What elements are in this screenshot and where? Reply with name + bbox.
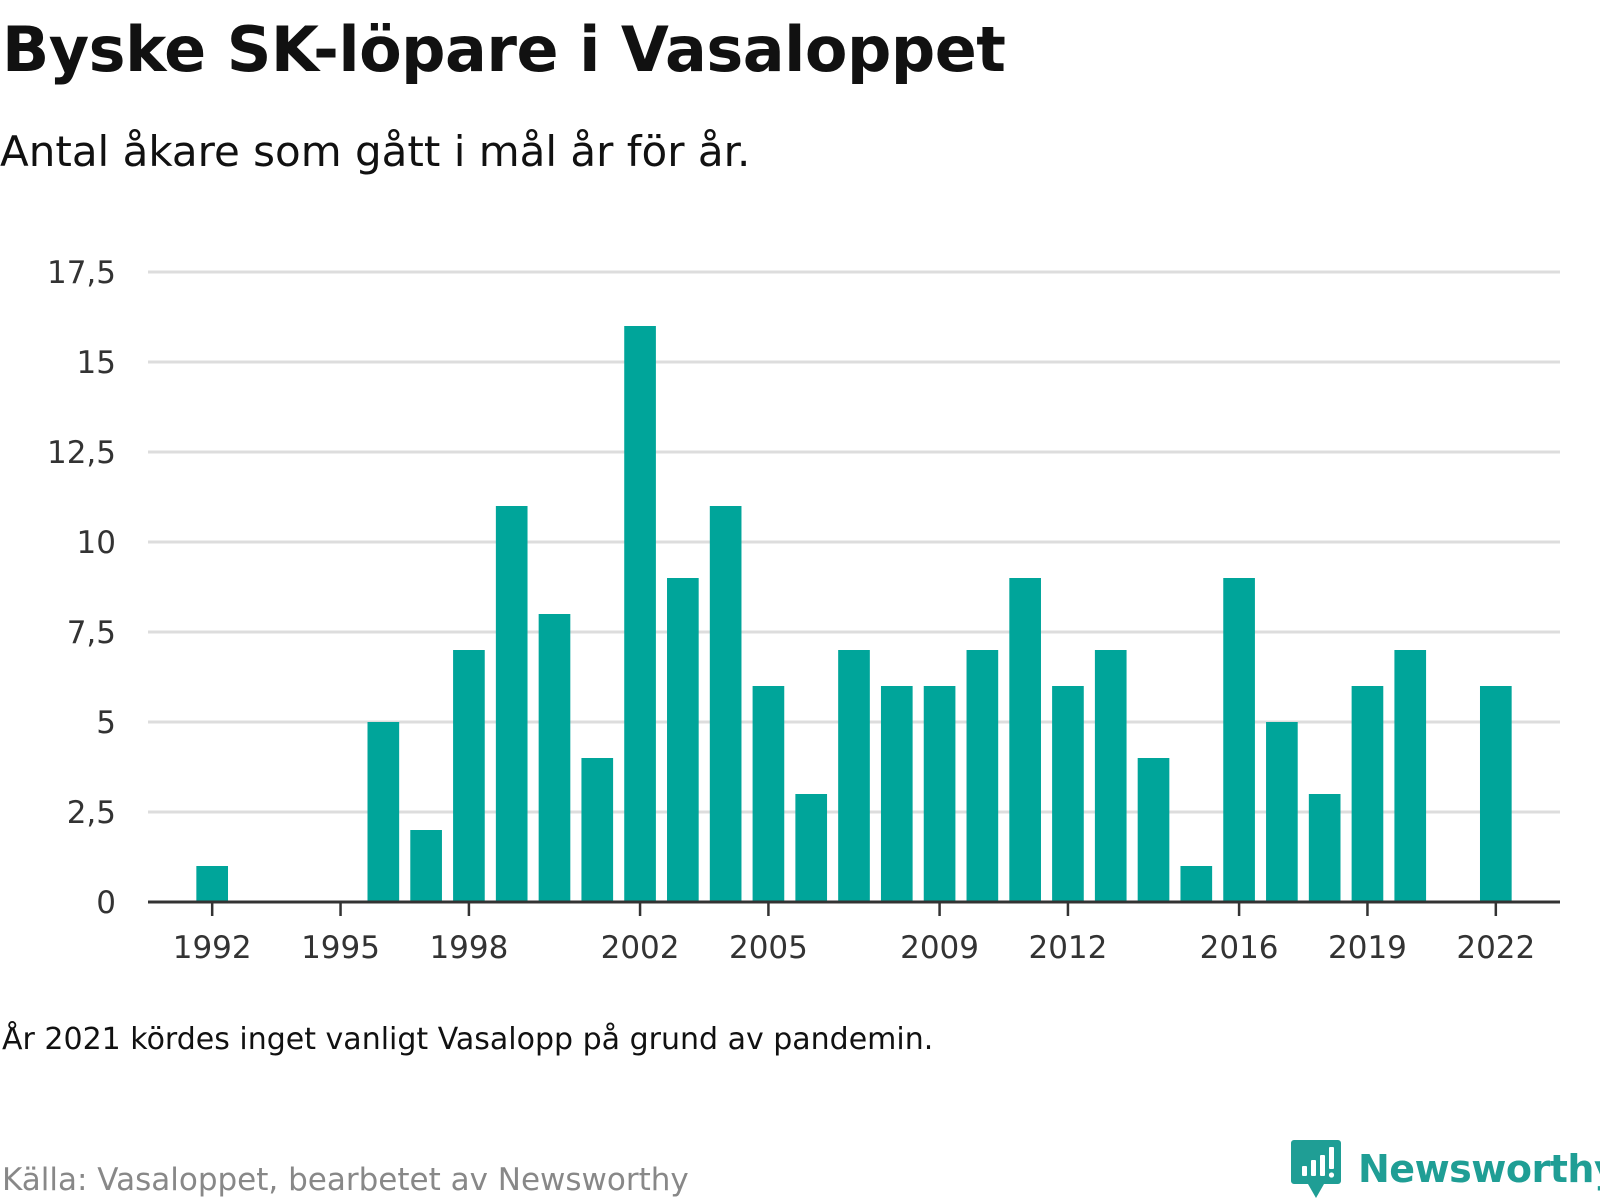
y-tick-label: 17,5 bbox=[47, 255, 116, 291]
bar-2010 bbox=[966, 650, 999, 902]
bar-2009 bbox=[923, 686, 956, 902]
bar-1999 bbox=[495, 506, 528, 902]
x-tick-label: 1992 bbox=[173, 930, 252, 966]
y-tick-label: 2,5 bbox=[67, 795, 116, 831]
bar-2002 bbox=[624, 326, 656, 902]
chart-subtitle: Antal åkare som gått i mål år för år. bbox=[0, 127, 751, 176]
y-tick-label: 12,5 bbox=[47, 435, 116, 471]
bar-2020 bbox=[1394, 650, 1427, 902]
bars bbox=[196, 326, 1512, 902]
y-tick-label: 15 bbox=[77, 345, 116, 381]
bar-2004 bbox=[709, 506, 742, 902]
x-tick-label: 1998 bbox=[429, 930, 508, 966]
x-tick-label: 2002 bbox=[601, 930, 680, 966]
bar-2012 bbox=[1052, 686, 1084, 902]
bar-2018 bbox=[1308, 794, 1341, 902]
bar-2008 bbox=[880, 686, 913, 902]
source-credit: Källa: Vasaloppet, bearbetet av Newswort… bbox=[2, 1162, 689, 1198]
x-tick-label: 2019 bbox=[1328, 930, 1407, 966]
bar-2000 bbox=[538, 614, 571, 902]
x-axis bbox=[148, 900, 1560, 916]
bar-1992 bbox=[196, 866, 229, 902]
newsworthy-logo-icon bbox=[1291, 1140, 1341, 1198]
bar-2005 bbox=[752, 686, 785, 902]
y-tick-label: 0 bbox=[96, 885, 116, 921]
bar-2016 bbox=[1223, 578, 1255, 902]
bar-2014 bbox=[1137, 758, 1170, 902]
bar-chart: 0 2,5 5 7,5 10 12,5 15 17,5 1992 1995 1998 2002 200… bbox=[47, 255, 1560, 966]
bar-2022 bbox=[1479, 686, 1512, 902]
x-tick-label: 2005 bbox=[729, 930, 808, 966]
bar-1997 bbox=[410, 830, 442, 902]
bar-2017 bbox=[1266, 722, 1298, 902]
x-tick-label: 2022 bbox=[1456, 930, 1535, 966]
bar-1998 bbox=[453, 650, 485, 902]
x-tick-label: 1995 bbox=[301, 930, 380, 966]
y-tick-label: 10 bbox=[77, 525, 116, 561]
bar-2015 bbox=[1180, 866, 1213, 902]
x-tick-label: 2009 bbox=[900, 930, 979, 966]
x-axis-labels: 1992 1995 1998 2002 2005 2009 2012 2016 2019 2022 bbox=[173, 930, 1536, 966]
bar-1996 bbox=[367, 722, 400, 902]
y-tick-label: 7,5 bbox=[67, 615, 116, 651]
bar-2007 bbox=[838, 650, 870, 902]
bar-2019 bbox=[1351, 686, 1384, 902]
bar-2003 bbox=[667, 578, 699, 902]
newsworthy-logo: Newsworthy bbox=[1290, 1138, 1600, 1200]
y-tick-label: 5 bbox=[96, 705, 116, 741]
chart-note: År 2021 kördes inget vanligt Vasalopp på… bbox=[2, 1022, 934, 1057]
x-tick-label: 2012 bbox=[1028, 930, 1107, 966]
x-tick-label: 2016 bbox=[1200, 930, 1279, 966]
newsworthy-logo-text: Newsworthy bbox=[1358, 1147, 1600, 1191]
bar-2006 bbox=[795, 794, 828, 902]
bar-2001 bbox=[581, 758, 614, 902]
y-axis-labels: 0 2,5 5 7,5 10 12,5 15 17,5 bbox=[47, 255, 116, 921]
bar-2011 bbox=[1009, 578, 1041, 902]
bar-2013 bbox=[1094, 650, 1127, 902]
chart-title: Byske SK-löpare i Vasaloppet bbox=[2, 13, 1006, 86]
